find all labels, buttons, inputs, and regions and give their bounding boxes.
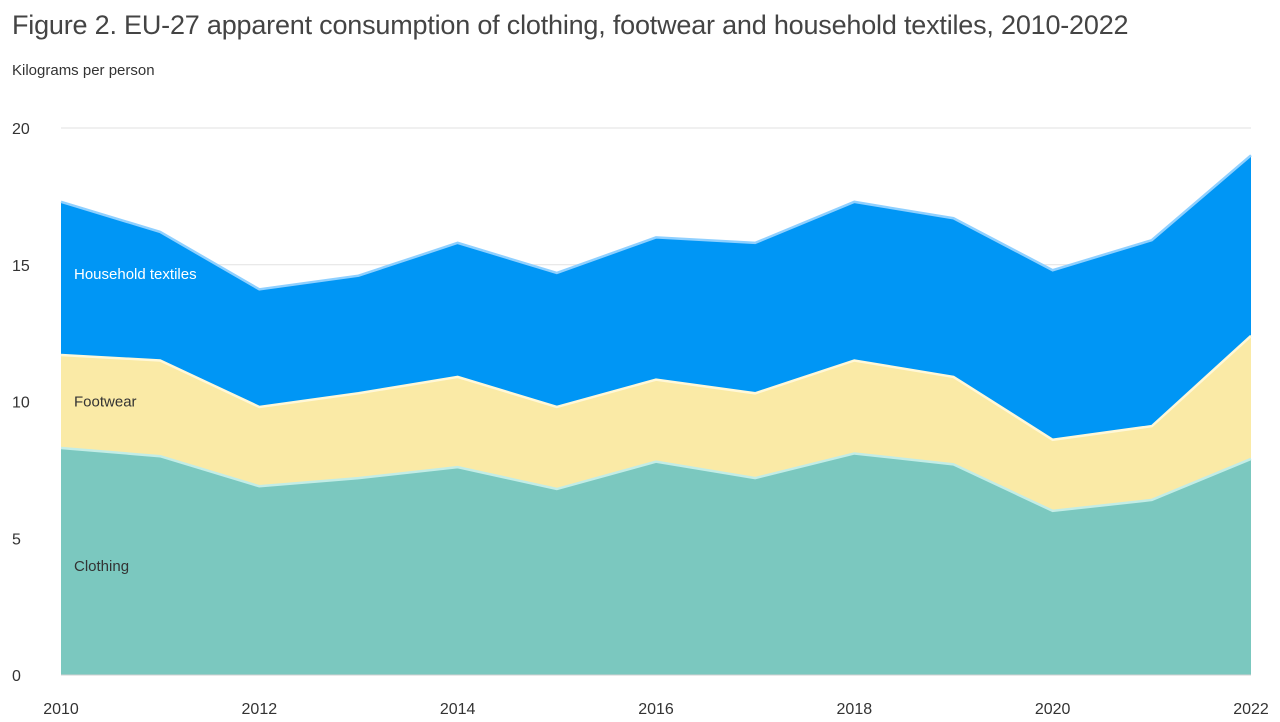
x-tick-label-2016: 2016 (638, 701, 674, 718)
x-tick-label-2010: 2010 (43, 701, 79, 718)
line-household-textiles (60, 154, 1252, 291)
y-tick-label-15: 15 (12, 258, 30, 275)
y-axis-unit-label: Kilograms per person (12, 62, 155, 79)
x-tick-label-2022: 2022 (1233, 701, 1269, 718)
x-tick-label-2012: 2012 (242, 701, 278, 718)
series-label-footwear: Footwear (74, 394, 137, 411)
series-label-clothing: Clothing (74, 558, 129, 575)
y-tick-label-20: 20 (12, 121, 30, 138)
series-label-household-textiles: Household textiles (74, 266, 197, 283)
x-tick-label-2018: 2018 (837, 701, 873, 718)
chart-title: Figure 2. EU-27 apparent consumption of … (12, 10, 1129, 40)
area-household-textiles (61, 155, 1251, 440)
y-tick-label-5: 5 (12, 531, 21, 548)
area-clothing (61, 447, 1251, 675)
x-tick-label-2014: 2014 (440, 701, 476, 718)
y-tick-label-10: 10 (12, 395, 30, 412)
line-clothing (60, 446, 1252, 513)
line-footwear (60, 334, 1252, 442)
x-tick-label-2020: 2020 (1035, 701, 1071, 718)
y-tick-label-0: 0 (12, 668, 21, 685)
area-footwear (61, 335, 1251, 511)
